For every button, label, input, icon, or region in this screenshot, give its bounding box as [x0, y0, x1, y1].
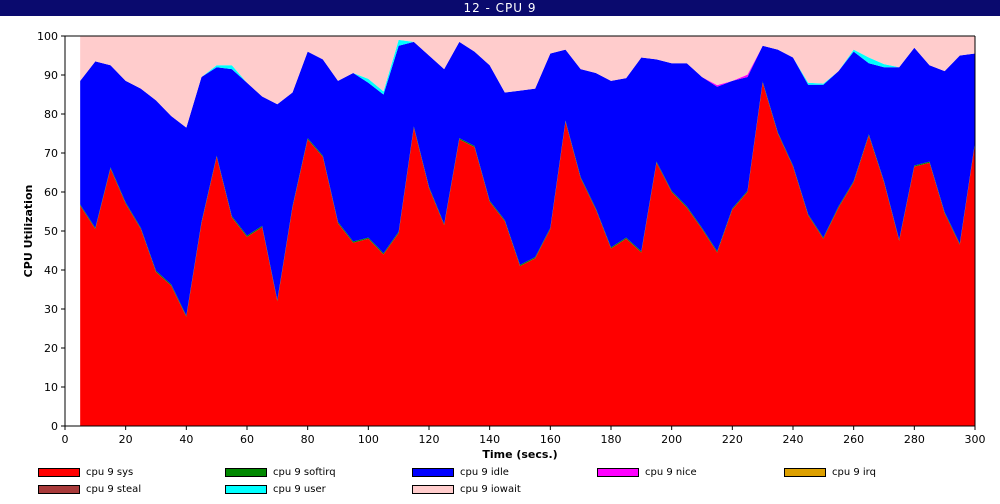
series-area-cpu-9-idle: [80, 41, 976, 316]
legend-label: cpu 9 iowait: [460, 483, 521, 495]
legend-label: cpu 9 nice: [645, 466, 697, 478]
y-tick-label: 40: [44, 264, 58, 277]
cpu-utilization-chart: 0 10 20 30 40 50 60 70 80 90 100 0 20 40 60 80 100 120 140…: [22, 30, 986, 461]
y-tick-label: 50: [44, 225, 58, 238]
x-tick-label: 0: [62, 433, 69, 446]
area-layers: [65, 36, 976, 427]
axes: 0 10 20 30 40 50 60 70 80 90 100 0 20 40 60 80 100 120 140…: [37, 30, 986, 446]
x-tick-label: 40: [179, 433, 193, 446]
legend-label: cpu 9 idle: [460, 466, 509, 478]
x-tick-label: 80: [301, 433, 315, 446]
legend-item: cpu 9 user: [225, 482, 326, 496]
series-area-cpu-9-iowait: [80, 36, 976, 128]
legend-label: cpu 9 sys: [86, 466, 134, 478]
legend-item: cpu 9 steal: [38, 482, 141, 496]
x-tick-label: 20: [119, 433, 133, 446]
legend-label: cpu 9 irq: [832, 466, 876, 478]
x-axis-label: Time (secs.): [482, 448, 557, 461]
legend-item: cpu 9 irq: [784, 465, 876, 479]
x-tick-label: 140: [479, 433, 500, 446]
legend-label: cpu 9 user: [273, 483, 326, 495]
y-tick-label: 30: [44, 303, 58, 316]
legend-swatch: [38, 484, 80, 494]
x-tick-label: 180: [601, 433, 622, 446]
y-tick-label: 0: [51, 420, 58, 433]
y-tick-label: 100: [37, 30, 58, 43]
legend-item: cpu 9 iowait: [412, 482, 521, 496]
y-tick-label: 20: [44, 342, 58, 355]
y-tick-label: 90: [44, 69, 58, 82]
legend-label: cpu 9 softirq: [273, 466, 336, 478]
x-tick-label: 120: [419, 433, 440, 446]
x-tick-label: 240: [783, 433, 804, 446]
y-axis-label: CPU Utilization: [22, 185, 35, 278]
legend-swatch: [412, 467, 454, 477]
legend-label: cpu 9 steal: [86, 483, 142, 495]
legend-item: cpu 9 softirq: [225, 465, 336, 479]
legend-swatch: [225, 467, 267, 477]
x-tick-label: 100: [358, 433, 379, 446]
y-tick-label: 60: [44, 186, 58, 199]
x-tick-label: 300: [965, 433, 986, 446]
y-tick-label: 80: [44, 108, 58, 121]
legend-item: cpu 9 idle: [412, 465, 509, 479]
series-area-cpu-9-sys: [80, 82, 976, 427]
x-tick-label: 260: [843, 433, 864, 446]
x-tick-label: 60: [240, 433, 254, 446]
x-tick-label: 200: [661, 433, 682, 446]
legend-swatch: [597, 467, 639, 477]
x-tick-label: 280: [904, 433, 925, 446]
legend-swatch: [784, 467, 826, 477]
x-tick-label: 220: [722, 433, 743, 446]
window-title: 12 - CPU 9: [0, 0, 1000, 16]
y-tick-label: 10: [44, 381, 58, 394]
legend-swatch: [225, 484, 267, 494]
x-tick-label: 160: [540, 433, 561, 446]
legend-item: cpu 9 nice: [597, 465, 697, 479]
legend-swatch: [412, 484, 454, 494]
legend-swatch: [38, 467, 80, 477]
legend-item: cpu 9 sys: [38, 465, 133, 479]
y-tick-label: 70: [44, 147, 58, 160]
chart-legend: cpu 9 sys cpu 9 softirq cpu 9 idle cpu 9 ni…: [0, 462, 1000, 504]
